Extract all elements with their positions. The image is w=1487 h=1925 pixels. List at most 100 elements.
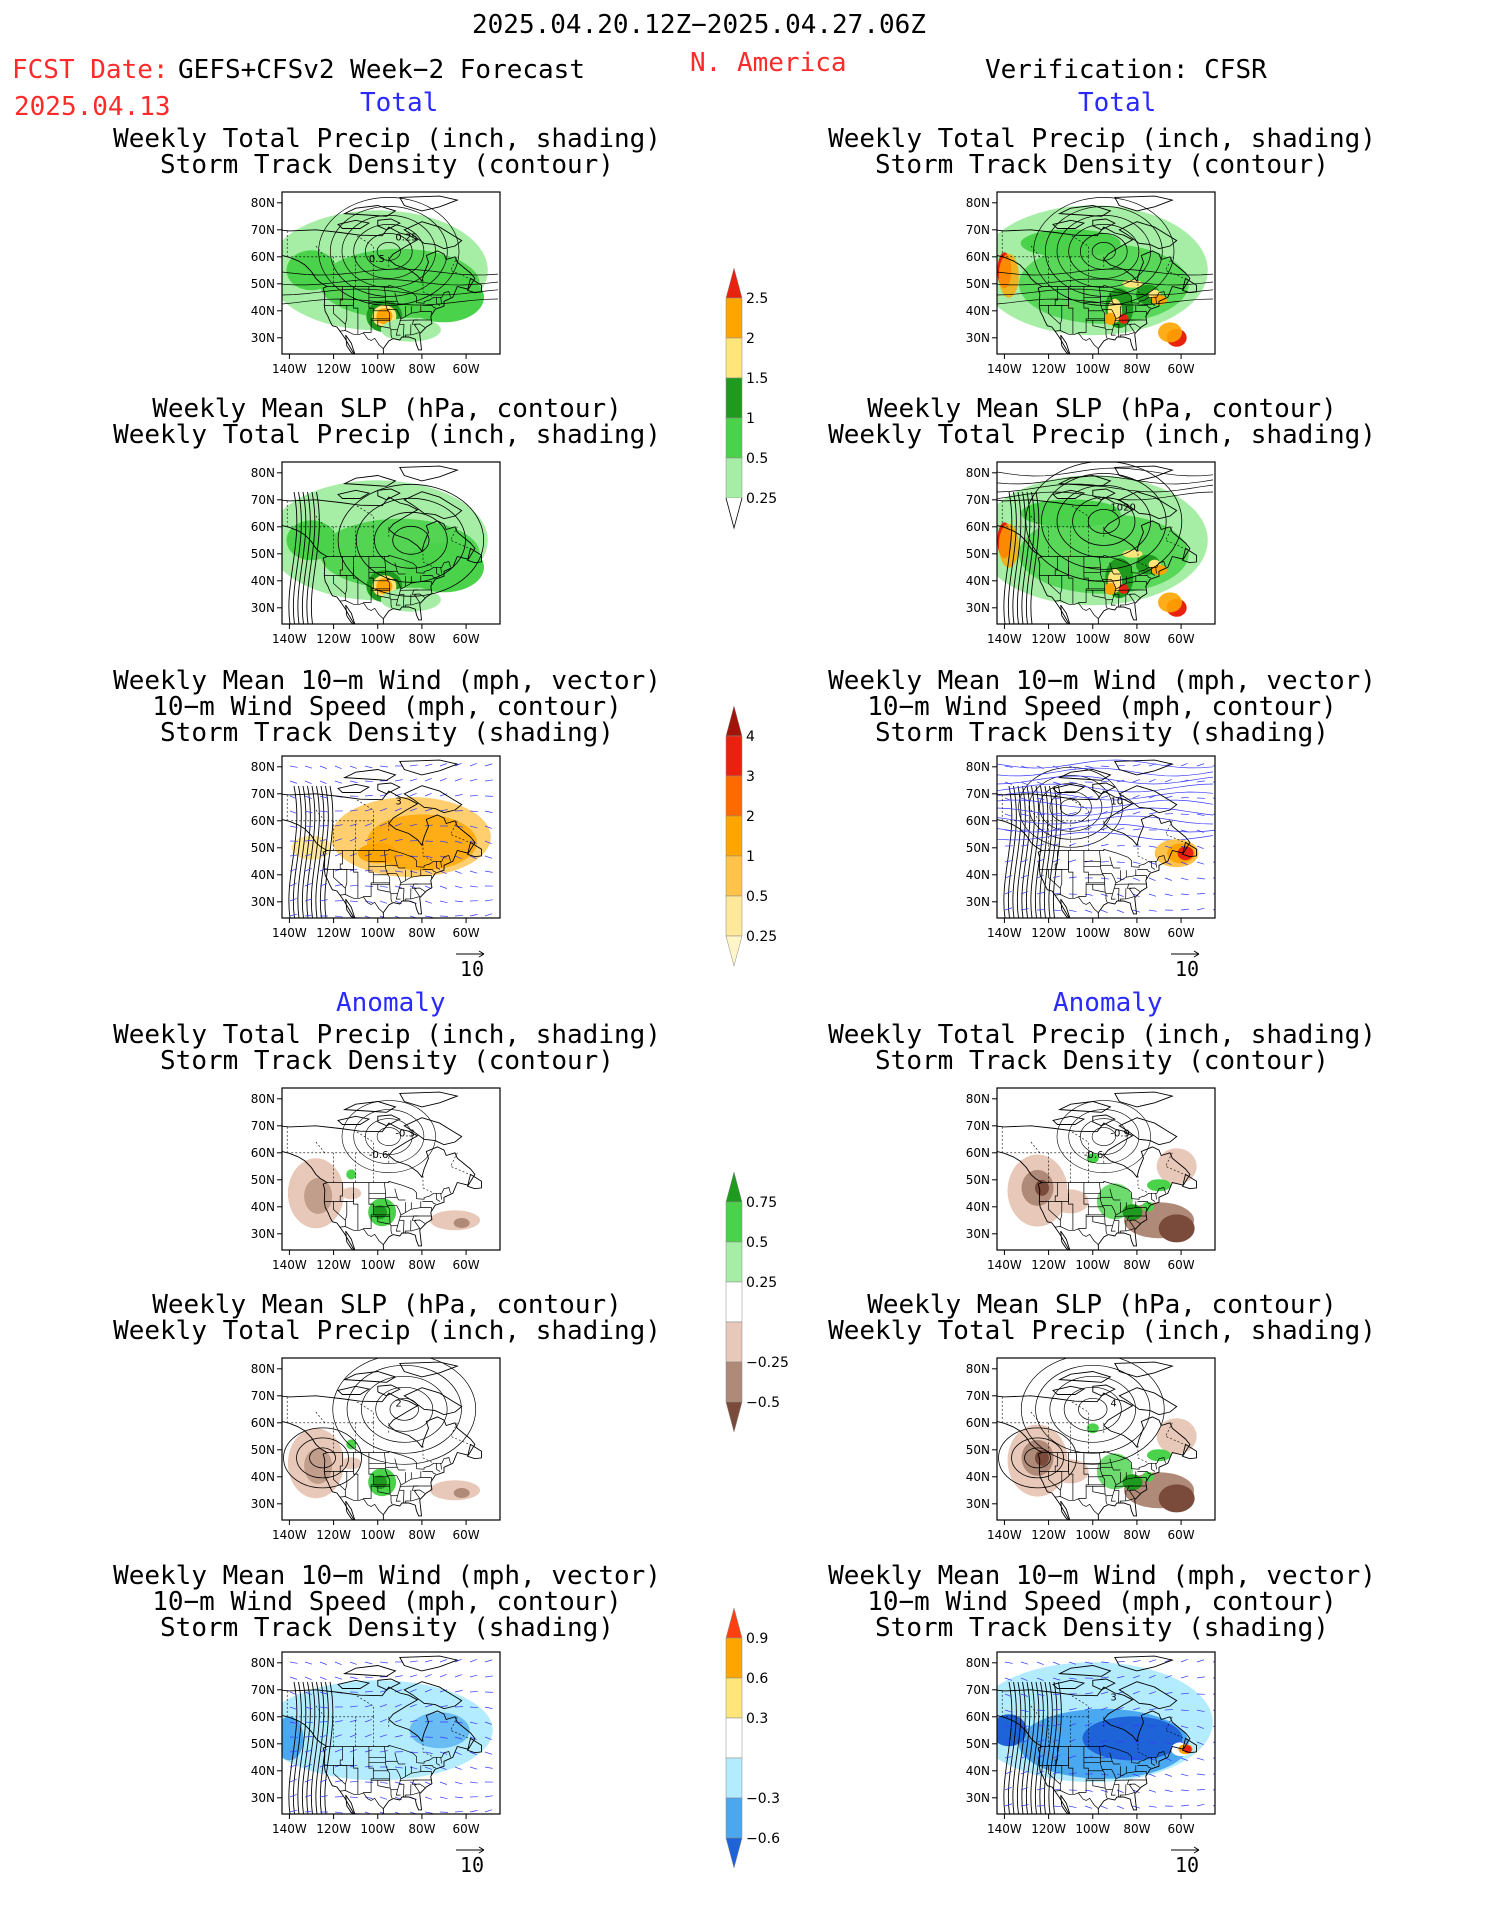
- lon-tick-label: 80W: [1123, 632, 1150, 646]
- map-field: [997, 1358, 1215, 1520]
- lon-tick-label: 140W: [987, 926, 1022, 940]
- lon-tick-label: 80W: [408, 1528, 435, 1542]
- coastline: [997, 465, 1197, 624]
- lat-tick-label: 70N: [251, 493, 275, 507]
- lat-tick-label: 80N: [251, 1092, 275, 1106]
- lon-tick-label: 140W: [987, 1528, 1022, 1542]
- lat-tick-label: 60N: [251, 1416, 275, 1430]
- coastline: [997, 195, 1197, 354]
- panel-title-line: Weekly Mean 10−m Wind (mph, vector): [113, 666, 661, 696]
- map-field: [282, 1358, 500, 1520]
- lon-tick-label: 80W: [1123, 1822, 1150, 1836]
- lat-tick-label: 50N: [251, 1443, 275, 1457]
- panel-title-line: Weekly Total Precip (inch, shading): [828, 1020, 1376, 1050]
- lat-tick-label: 60N: [966, 1146, 990, 1160]
- map-cfsr-total-slp: 1020 80N 70N 60N 50N 40N 30N 140W 120W 100W 80W 60W: [966, 461, 1216, 646]
- lon-tick-label: 80W: [408, 1258, 435, 1272]
- lon-tick-label: 100W: [360, 1528, 395, 1542]
- lon-tick-label: 100W: [1075, 632, 1110, 646]
- lon-tick-label: 140W: [987, 362, 1022, 376]
- coastline: [282, 1091, 482, 1250]
- lat-tick-label: 40N: [966, 1200, 990, 1214]
- colorbar-tick-label: 2: [746, 809, 755, 825]
- lat-tick-label: 50N: [966, 277, 990, 291]
- map-fcst-total-slp: 80N 70N 60N 50N 40N 30N 140W 120W 100W 80W 60W: [251, 461, 501, 646]
- section-anomaly-left: Anomaly: [336, 988, 446, 1018]
- vector-reference-label: 10: [1175, 957, 1199, 980]
- map-field: [997, 1088, 1215, 1250]
- colorbar-total_storm: 4 3 2 1 0.5 0.25: [725, 706, 777, 967]
- vector-reference-label: 10: [1175, 1853, 1199, 1876]
- lon-tick-label: 100W: [360, 632, 395, 646]
- lon-tick-label: 60W: [453, 1258, 480, 1272]
- lat-tick-label: 30N: [251, 601, 275, 615]
- panel-title-line: 10−m Wind Speed (mph, contour): [867, 692, 1337, 722]
- fcst-date: 2025.04.13: [14, 92, 171, 122]
- lat-tick-label: 80N: [251, 1656, 275, 1670]
- panel-title-line: Storm Track Density (contour): [160, 150, 614, 180]
- colorbar-tick-label: 3: [746, 769, 755, 785]
- lat-tick-label: 80N: [251, 1362, 275, 1376]
- lon-tick-label: 80W: [1123, 1258, 1150, 1272]
- lon-tick-label: 120W: [1031, 1258, 1066, 1272]
- lon-tick-label: 60W: [453, 1528, 480, 1542]
- lat-tick-label: 70N: [966, 493, 990, 507]
- coastline: [997, 1091, 1197, 1250]
- contour-label: -0.3: [395, 1129, 415, 1140]
- lat-tick-label: 60N: [966, 814, 990, 828]
- lat-tick-label: 30N: [966, 1497, 990, 1511]
- coastline: [997, 1655, 1197, 1814]
- lat-tick-label: 40N: [251, 868, 275, 882]
- lat-tick-label: 50N: [966, 841, 990, 855]
- lat-tick-label: 30N: [251, 1791, 275, 1805]
- contour-label: 1020: [1110, 503, 1135, 514]
- panel-title-line: Weekly Mean 10−m Wind (mph, vector): [113, 1561, 661, 1591]
- colorbar-total_precip: 2.5 2 1.5 1 0.5 0.25: [725, 268, 777, 530]
- lat-tick-label: 70N: [251, 1119, 275, 1133]
- lon-tick-label: 140W: [272, 1528, 307, 1542]
- map-field: [282, 462, 500, 624]
- lat-tick-label: 50N: [966, 547, 990, 561]
- map-cfsr-total-wind: 10 80N 70N 60N 50N 40N 30N 140W 120W 100W 80W 60W 10: [966, 755, 1216, 980]
- colorbar-tick-label: 4: [746, 729, 755, 745]
- colorbar-tick-label: 0.25: [746, 491, 777, 507]
- map-cfsr-total-storm: 80N 70N 60N 50N 40N 30N 140W 120W 100W 80W 60W: [966, 191, 1216, 376]
- lat-tick-label: 70N: [251, 787, 275, 801]
- lon-tick-label: 140W: [987, 1258, 1022, 1272]
- colorbar-tick-label: −0.25: [746, 1355, 789, 1371]
- map-field: [282, 1088, 500, 1250]
- panel-title-line: 10−m Wind Speed (mph, contour): [152, 692, 622, 722]
- lon-tick-label: 100W: [1075, 1258, 1110, 1272]
- lat-tick-label: 30N: [251, 1227, 275, 1241]
- section-total-right: Total: [1078, 88, 1157, 118]
- panel-title-line: Weekly Mean 10−m Wind (mph, vector): [828, 1561, 1376, 1591]
- panel-title-line: Storm Track Density (contour): [875, 1046, 1329, 1076]
- lat-tick-label: 30N: [251, 331, 275, 345]
- lat-tick-label: 40N: [966, 574, 990, 588]
- lon-tick-label: 120W: [316, 1528, 351, 1542]
- lon-tick-label: 80W: [1123, 362, 1150, 376]
- panel-title-line: Weekly Total Precip (inch, shading): [113, 124, 661, 154]
- panel-title-line: 10−m Wind Speed (mph, contour): [867, 1587, 1337, 1617]
- map-field: [997, 192, 1215, 354]
- lon-tick-label: 100W: [360, 1822, 395, 1836]
- section-anomaly-right: Anomaly: [1053, 988, 1163, 1018]
- lat-tick-label: 60N: [966, 520, 990, 534]
- lon-tick-label: 120W: [1031, 1822, 1066, 1836]
- panel-title-line: Weekly Total Precip (inch, shading): [828, 124, 1376, 154]
- lat-tick-label: 40N: [251, 1764, 275, 1778]
- lon-tick-label: 100W: [360, 1258, 395, 1272]
- panel-title-line: Storm Track Density (shading): [875, 1613, 1329, 1643]
- coastline: [282, 1655, 482, 1814]
- lon-tick-label: 120W: [1031, 632, 1066, 646]
- lon-tick-label: 60W: [1168, 1822, 1195, 1836]
- lat-tick-label: 50N: [251, 277, 275, 291]
- panel-title-line: Weekly Mean SLP (hPa, contour): [867, 1290, 1337, 1320]
- lat-tick-label: 30N: [966, 1791, 990, 1805]
- lat-tick-label: 50N: [251, 547, 275, 561]
- panel-title-line: Storm Track Density (contour): [875, 150, 1329, 180]
- lat-tick-label: 60N: [966, 250, 990, 264]
- coastline: [282, 1361, 482, 1520]
- lon-tick-label: 80W: [1123, 926, 1150, 940]
- colorbar-tick-label: −0.6: [746, 1831, 780, 1847]
